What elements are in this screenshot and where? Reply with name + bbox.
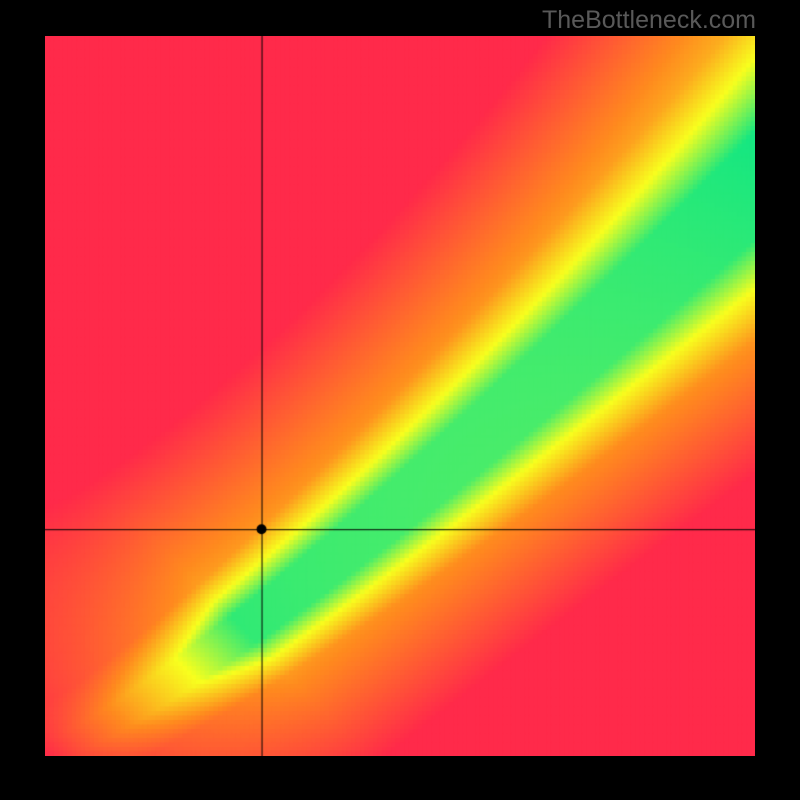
bottleneck-heatmap	[45, 36, 755, 756]
watermark-text: TheBottleneck.com	[542, 6, 756, 35]
chart-container: TheBottleneck.com	[0, 0, 800, 800]
